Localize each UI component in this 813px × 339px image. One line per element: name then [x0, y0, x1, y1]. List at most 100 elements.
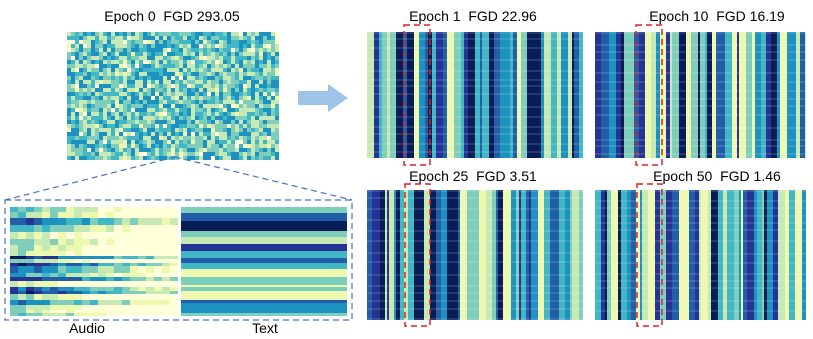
- heatmap-cell: [106, 266, 114, 273]
- heatmap-cell: [247, 136, 251, 140]
- heatmap-cell: [255, 60, 259, 64]
- heatmap-cell: [263, 96, 267, 100]
- heatmap-cell: [183, 92, 187, 96]
- heatmap-cell: [135, 100, 139, 104]
- heatmap-cell: [34, 300, 42, 305]
- heatmap-cell: [579, 32, 583, 158]
- heatmap-cell: [275, 36, 279, 40]
- heatmap-cell: [227, 76, 231, 80]
- heatmap-cell: [115, 100, 119, 104]
- heatmap-cell: [114, 310, 122, 313]
- heatmap-cell: [83, 96, 87, 100]
- heatmap-cell: [42, 245, 50, 251]
- heatmap-cell: [243, 36, 247, 40]
- heatmap-cell: [18, 300, 26, 305]
- heatmap-cell: [34, 273, 42, 277]
- heatmap-cell: [607, 190, 611, 320]
- heatmap-cell: [90, 239, 98, 245]
- heatmap-cell: [271, 88, 275, 92]
- heatmap-cell: [275, 32, 279, 36]
- heatmap-cell: [74, 266, 82, 273]
- heatmap-cell: [705, 32, 707, 158]
- heatmap-cell: [10, 313, 18, 316]
- heatmap-cell: [135, 116, 139, 120]
- heatmap-cell: [195, 124, 199, 128]
- heatmap-cell: [255, 52, 259, 56]
- heatmap-cell: [251, 48, 255, 52]
- heatmap-cell: [219, 132, 223, 136]
- heatmap-cell: [231, 112, 235, 116]
- heatmap-cell: [135, 112, 139, 116]
- heatmap-cell: [127, 32, 131, 36]
- heatmap-cell: [235, 136, 239, 140]
- heatmap-cell: [251, 32, 255, 36]
- heatmap-cell: [595, 200, 806, 202]
- heatmap-cell: [207, 92, 211, 96]
- heatmap-cell: [50, 287, 58, 291]
- heatmap-cell: [367, 219, 583, 221]
- heatmap-cell: [115, 52, 119, 56]
- heatmap-cell: [143, 104, 147, 108]
- heatmap-cell: [179, 76, 183, 80]
- heatmap-cell: [155, 92, 159, 96]
- heatmap-cell: [203, 64, 207, 68]
- heatmap-cell: [235, 156, 239, 160]
- heatmap-cell: [211, 84, 215, 88]
- heatmap-cell: [139, 148, 143, 152]
- heatmap-cell: [219, 124, 223, 128]
- heatmap-cell: [90, 218, 98, 225]
- heatmap-cell: [207, 124, 211, 128]
- heatmap-cell: [267, 40, 271, 44]
- heatmap-cell: [235, 112, 239, 116]
- heatmap-cell: [130, 294, 138, 300]
- heatmap-cell: [219, 52, 223, 56]
- heatmap-cell: [98, 259, 106, 263]
- heatmap-cell: [67, 136, 71, 140]
- heatmap-cell: [255, 116, 259, 120]
- heatmap-cell: [239, 72, 243, 76]
- heatmap-cell: [119, 108, 123, 112]
- heatmap-cell: [187, 112, 191, 116]
- heatmap-cell: [503, 190, 505, 320]
- heatmap-cell: [115, 120, 119, 124]
- heatmap-cell: [179, 52, 183, 56]
- heatmap-cell: [130, 225, 138, 232]
- heatmap-cell: [130, 313, 138, 316]
- heatmap-cell: [115, 68, 119, 72]
- heatmap-cell: [130, 273, 138, 277]
- heatmap-cell: [167, 80, 171, 84]
- heatmap-cell: [764, 190, 767, 320]
- heatmap-cell: [215, 80, 219, 84]
- heatmap-cell: [115, 148, 119, 152]
- heatmap-cell: [247, 104, 251, 108]
- heatmap-cell: [203, 140, 207, 144]
- heatmap-cell: [114, 281, 122, 287]
- heatmap-cell: [251, 92, 255, 96]
- heatmap-cell: [179, 156, 183, 160]
- heatmap-cell: [95, 128, 99, 132]
- heatmap-cell: [91, 132, 95, 136]
- heatmap-cell: [191, 64, 195, 68]
- heatmap-cell: [82, 245, 90, 251]
- heatmap-cell: [146, 263, 154, 266]
- heatmap-cell: [805, 32, 806, 158]
- heatmap-cell: [146, 273, 154, 277]
- heatmap-cell: [367, 133, 583, 135]
- heatmap-cell: [66, 305, 74, 310]
- heatmap-cell: [207, 136, 211, 140]
- heatmap-cell: [138, 263, 146, 266]
- heatmap-cell: [235, 120, 239, 124]
- heatmap-cell: [207, 140, 211, 144]
- heatmap-cell: [91, 128, 95, 132]
- heatmap-cell: [10, 212, 18, 218]
- heatmap-cell: [199, 76, 203, 80]
- heatmap-cell: [195, 64, 199, 68]
- heatmap-cell: [181, 287, 347, 291]
- heatmap-cell: [87, 152, 91, 156]
- heatmap-cell: [181, 207, 347, 213]
- heatmap-cell: [155, 120, 159, 124]
- heatmap-cell: [151, 100, 155, 104]
- heatmap-cell: [138, 232, 146, 239]
- heatmap-cell: [451, 190, 458, 320]
- heatmap-cell: [171, 88, 175, 92]
